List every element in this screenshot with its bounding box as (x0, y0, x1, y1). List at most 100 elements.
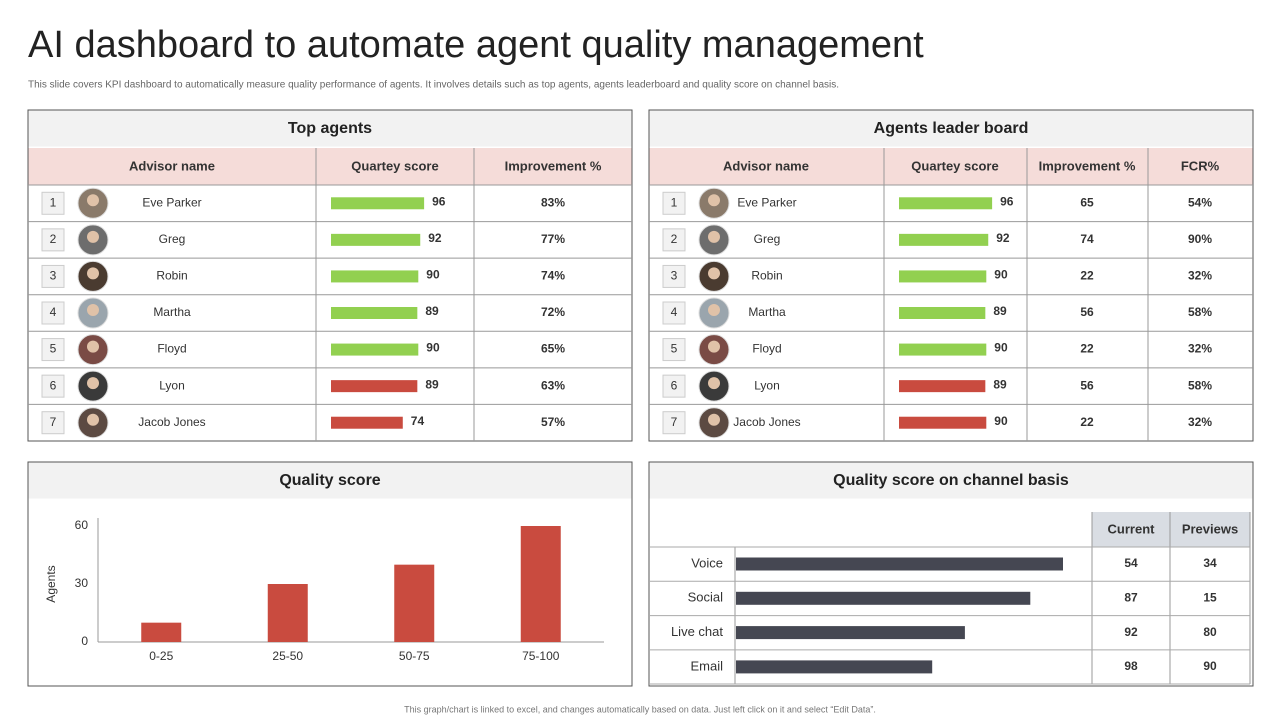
current: 54 (1124, 556, 1138, 570)
score-bar (899, 343, 987, 356)
column-header: Advisor name (723, 158, 809, 173)
avatar-face (708, 340, 720, 353)
agent-name: Eve Parker (142, 195, 201, 209)
current: 92 (1124, 625, 1138, 639)
avatar-face (708, 304, 720, 316)
agent-name: Eve Parker (737, 195, 796, 209)
score-bar (899, 380, 986, 393)
score-label: 96 (432, 194, 446, 208)
improvement: 83% (541, 195, 565, 209)
rank: 3 (50, 269, 57, 283)
rank: 2 (671, 232, 678, 246)
rank: 4 (671, 305, 678, 319)
rank-box (662, 338, 686, 362)
rank-box (662, 411, 686, 435)
rank: 4 (50, 305, 57, 319)
previews: 15 (1203, 590, 1217, 604)
y-axis-label: Agents (44, 565, 58, 602)
score-label: 92 (428, 231, 442, 245)
score-label: 89 (993, 377, 1007, 391)
score-bar (899, 233, 989, 246)
x-tick-label: 25-50 (272, 649, 303, 663)
panel-title: Quality score on channel basis (833, 472, 1069, 489)
agent-name: Floyd (157, 342, 186, 356)
rank-box (41, 411, 65, 435)
column-header: Quartey score (351, 158, 438, 173)
rank-box (41, 338, 65, 362)
improvement: 22 (1080, 415, 1094, 429)
channel-name: Live chat (671, 624, 723, 639)
column-header: Improvement % (1039, 158, 1136, 173)
avatar-face (87, 413, 99, 426)
score-bar (331, 416, 403, 429)
x-tick-label: 75-100 (522, 649, 560, 663)
score-label: 96 (1000, 194, 1014, 208)
header-row (649, 148, 1253, 185)
improvement: 63% (541, 378, 565, 392)
x-tick-label: 50-75 (399, 649, 430, 663)
agent-name: Lyon (754, 378, 780, 392)
avatar-face (87, 194, 99, 207)
column-header: FCR% (1181, 158, 1220, 173)
score-label: 89 (425, 377, 439, 391)
panel-header (28, 462, 632, 499)
channel-bar (736, 660, 933, 674)
agent-name: Martha (748, 305, 786, 319)
x-tick-label: 0-25 (149, 649, 173, 663)
agent-name: Jacob Jones (733, 415, 800, 429)
bar (141, 622, 182, 642)
channel-bar (736, 591, 1031, 605)
improvement: 22 (1080, 342, 1094, 356)
fcr: 58% (1188, 378, 1212, 392)
rank: 1 (50, 195, 57, 209)
bar (394, 564, 435, 642)
rank: 2 (50, 232, 57, 246)
avatar-face (87, 230, 99, 243)
score-label: 90 (426, 268, 440, 282)
rank: 5 (50, 342, 57, 356)
panel (648, 461, 1254, 687)
score-bar (899, 270, 987, 283)
rank: 6 (50, 378, 57, 392)
rank-box (41, 374, 65, 398)
rank-box (662, 191, 686, 215)
score-label: 89 (425, 304, 439, 318)
avatar-face (87, 377, 99, 390)
rank-box (41, 264, 65, 288)
rank-box (662, 264, 686, 288)
avatar-face (708, 267, 720, 280)
panel-title: Top agents (288, 120, 372, 137)
score-bar (331, 197, 425, 210)
current: 87 (1124, 590, 1138, 604)
score-bar (331, 343, 419, 356)
agent-name: Robin (156, 269, 187, 283)
y-tick-label: 0 (81, 634, 88, 648)
column-header: Advisor name (129, 158, 215, 173)
col-header (1092, 512, 1250, 547)
rank-box (41, 191, 65, 215)
rank-box (662, 374, 686, 398)
agent-name: Robin (751, 269, 782, 283)
fcr: 32% (1188, 269, 1212, 283)
previews: 90 (1203, 659, 1217, 673)
avatar-face (87, 340, 99, 353)
previews: 80 (1203, 625, 1217, 639)
title: AI dashboard to automate agent quality m… (28, 24, 924, 66)
rank: 7 (50, 415, 57, 429)
rank: 1 (671, 195, 678, 209)
fcr: 32% (1188, 342, 1212, 356)
fcr: 58% (1188, 305, 1212, 319)
y-tick-label: 60 (75, 518, 89, 532)
score-bar (899, 416, 987, 429)
channel-bar (736, 626, 965, 640)
score-label: 74 (411, 414, 425, 428)
rank: 7 (671, 415, 678, 429)
column-header: Quartey score (911, 158, 998, 173)
score-label: 90 (994, 341, 1008, 355)
previews: 34 (1203, 556, 1217, 570)
agent-name: Lyon (159, 378, 185, 392)
avatar-face (708, 230, 720, 243)
bar (520, 526, 561, 642)
panel-header (649, 462, 1253, 499)
